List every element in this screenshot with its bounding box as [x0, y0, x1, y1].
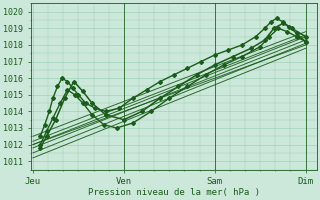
- X-axis label: Pression niveau de la mer( hPa ): Pression niveau de la mer( hPa ): [88, 188, 260, 197]
